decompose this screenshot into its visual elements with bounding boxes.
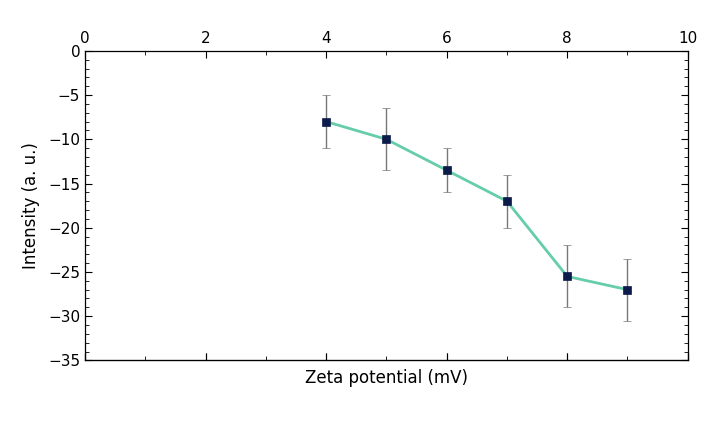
Y-axis label: Intensity (a. u.): Intensity (a. u.): [22, 142, 40, 269]
